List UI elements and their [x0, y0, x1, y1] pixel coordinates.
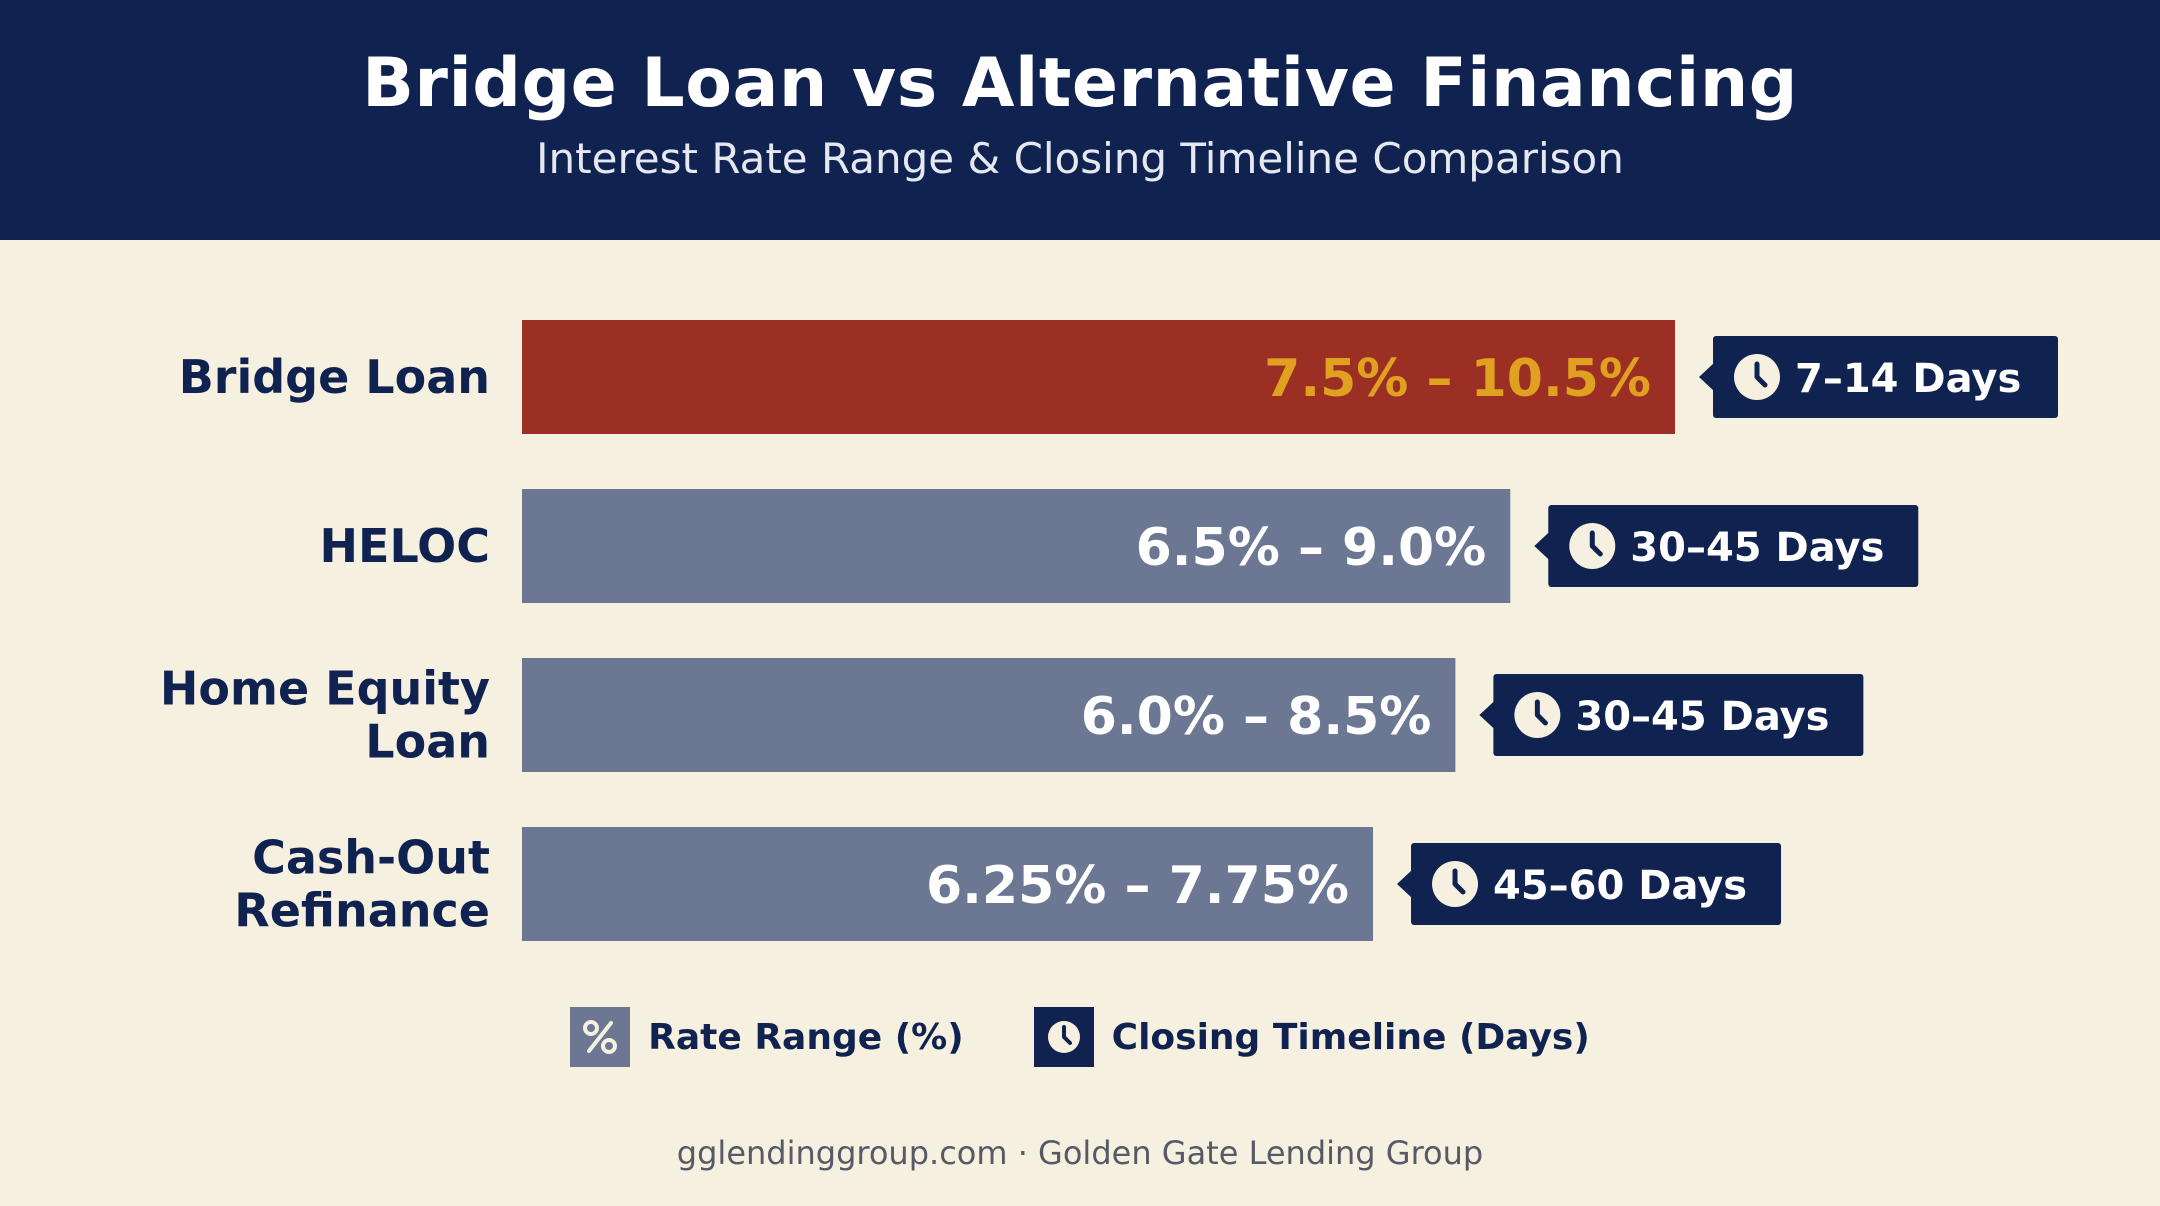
timeline-badge-pointer — [1534, 532, 1550, 560]
header-banner: Bridge Loan vs Alternative Financing Int… — [0, 0, 2160, 240]
rate-bar — [522, 658, 1456, 772]
category-label: Cash-Out — [252, 831, 490, 885]
page-title: Bridge Loan vs Alternative Financing — [362, 44, 1798, 123]
rate-label: 7.5% – 10.5% — [1264, 349, 1651, 409]
clock-hand — [1589, 530, 1603, 557]
legend-rate-label: Rate Range (%) — [648, 1016, 964, 1058]
clock-hand — [1534, 699, 1548, 726]
category-label: HELOC — [320, 519, 490, 573]
category-label: Loan — [365, 715, 490, 769]
category-label: Refinance — [234, 884, 490, 938]
clock-hand — [1452, 868, 1466, 895]
timeline-badge — [1713, 336, 2058, 418]
timeline-badge — [1493, 674, 1864, 756]
timeline-badge-pointer — [1397, 870, 1413, 898]
timeline-label: 30–45 Days — [1575, 694, 1829, 740]
category-label: Bridge Loan — [179, 350, 490, 404]
footer-credit: gglendinggroup.com · Golden Gate Lending… — [676, 1134, 1484, 1172]
clock-hand — [1754, 361, 1768, 388]
legend-timeline-label: Closing Timeline (Days) — [1111, 1016, 1590, 1058]
rate-label: 6.0% – 8.5% — [1081, 687, 1432, 747]
rate-label: 6.5% – 9.0% — [1136, 518, 1487, 578]
rate-bar — [522, 827, 1374, 941]
timeline-badge-pointer — [1699, 363, 1714, 391]
percent-icon — [570, 1007, 631, 1067]
timeline-label: 30–45 Days — [1630, 525, 1884, 571]
legend-item-timeline: Closing Timeline (Days) — [1033, 1007, 1590, 1067]
rate-bar — [522, 320, 1675, 434]
rate-timeline-chart: Bridge Loan 7.5% – 10.5% 7–14 Days HELOC 6.5… — [160, 320, 2058, 941]
rate-label: 6.25% – 7.75% — [926, 856, 1349, 916]
timeline-badge-pointer — [1479, 701, 1495, 729]
category-label: Home Equity — [160, 662, 490, 716]
timeline-badge — [1548, 505, 1919, 587]
timeline-badge — [1411, 843, 1782, 925]
clock-icon — [1033, 1007, 1094, 1067]
rate-bar — [522, 489, 1511, 603]
chart-legend: Rate Range (%) Closing Timeline (Days) — [0, 1005, 2160, 1069]
timeline-label: 45–60 Days — [1493, 863, 1747, 909]
legend-item-rate: Rate Range (%) — [570, 1007, 964, 1067]
timeline-label: 7–14 Days — [1795, 356, 2021, 402]
page-subtitle: Interest Rate Range & Closing Timeline C… — [536, 134, 1624, 183]
